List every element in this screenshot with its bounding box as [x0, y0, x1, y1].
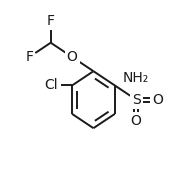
Text: O: O [131, 114, 142, 128]
Text: F: F [47, 14, 55, 28]
Text: S: S [132, 93, 140, 107]
Text: O: O [152, 93, 163, 107]
Text: NH₂: NH₂ [123, 71, 149, 85]
Text: F: F [25, 50, 33, 64]
Text: O: O [67, 50, 78, 64]
Text: Cl: Cl [44, 78, 58, 92]
Text: O: O [67, 50, 78, 64]
Text: NH₂: NH₂ [123, 71, 149, 85]
Text: S: S [132, 93, 140, 107]
Text: F: F [47, 14, 55, 28]
Text: O: O [152, 93, 163, 107]
Text: F: F [25, 50, 33, 64]
Text: Cl: Cl [44, 78, 58, 92]
Text: O: O [131, 114, 142, 128]
